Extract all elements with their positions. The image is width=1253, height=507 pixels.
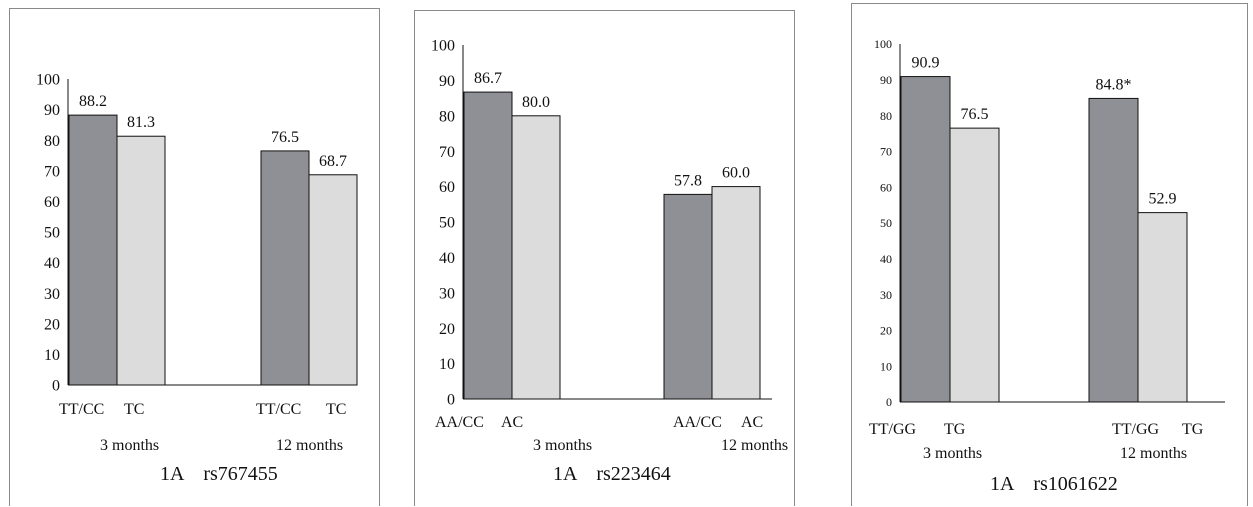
bar-tt-gg-3-months xyxy=(900,76,951,403)
y-tick-label: 80 xyxy=(880,109,892,123)
data-label: 60.0 xyxy=(722,165,750,182)
y-tick-label: 10 xyxy=(44,347,60,364)
y-tick-label: 60 xyxy=(880,180,892,194)
bar-tg-3-months xyxy=(949,127,1000,403)
chart-caption: 1A rs1061622 xyxy=(990,473,1118,495)
x-tick-label: TT/GG xyxy=(1112,421,1160,438)
y-tick-label: 0 xyxy=(52,378,60,395)
y-tick-label: 40 xyxy=(880,252,892,266)
x-tick-label: TC xyxy=(326,401,346,418)
x-tick-label: AC xyxy=(741,414,763,431)
y-tick-label: 80 xyxy=(439,108,455,125)
category-label: 12 months xyxy=(276,437,343,454)
x-tick-label: TG xyxy=(1182,421,1204,438)
y-tick-label: 70 xyxy=(439,144,455,161)
y-tick-label: 50 xyxy=(439,215,455,232)
chart-panel-rs223464: 0 10 20 30 40 50 60 70 80 90 100 86.7 80.0 57.8 60.0 AA… xyxy=(414,10,795,506)
data-label: 76.5 xyxy=(961,106,989,123)
x-tick-label: AC xyxy=(501,414,523,431)
bar-aa-cc-3-months xyxy=(463,91,513,400)
data-label: 86.7 xyxy=(474,70,502,87)
x-tick-label: AA/CC xyxy=(673,414,722,431)
bar-ac-3-months xyxy=(511,115,561,400)
y-tick-label: 0 xyxy=(447,392,455,409)
x-tick-label: TC xyxy=(124,401,144,418)
bar-chart-rs1061622: 0 10 20 30 40 50 60 70 80 90 100 90.9 76.5 84.8* 52.9 T… xyxy=(869,37,1225,495)
y-tick-label: 100 xyxy=(36,72,60,89)
data-label: 84.8* xyxy=(1096,76,1132,93)
y-tick-label: 10 xyxy=(439,356,455,373)
data-label: 76.5 xyxy=(271,129,299,146)
y-tick-label: 40 xyxy=(44,255,60,272)
bar-ac-12-months xyxy=(711,186,761,400)
bar-chart-rs223464: 0 10 20 30 40 50 60 70 80 90 100 86.7 80.0 57.8 60.0 AA… xyxy=(431,38,788,485)
chart-panel-rs1061622: 0 10 20 30 40 50 60 70 80 90 100 90.9 76.5 84.8* 52.9 T… xyxy=(851,3,1248,506)
y-tick-label: 90 xyxy=(439,73,455,90)
y-tick-label: 100 xyxy=(874,37,892,51)
data-label: 90.9 xyxy=(912,55,940,72)
bar-tc-3-months xyxy=(116,135,166,386)
y-tick-label: 10 xyxy=(880,359,892,373)
y-tick-label: 70 xyxy=(880,145,892,159)
data-label: 57.8 xyxy=(674,172,702,189)
y-tick-label: 30 xyxy=(439,285,455,302)
category-label: 12 months xyxy=(721,437,788,454)
y-tick-label: 90 xyxy=(880,73,892,87)
chart-caption: 1A rs767455 xyxy=(160,463,278,485)
y-tick-label: 20 xyxy=(439,321,455,338)
category-label: 3 months xyxy=(923,445,982,462)
data-label: 52.9 xyxy=(1149,191,1177,208)
bar-tt-cc-12-months xyxy=(260,150,310,386)
y-tick-label: 20 xyxy=(44,316,60,333)
category-label: 3 months xyxy=(100,437,159,454)
x-tick-label: TG xyxy=(944,421,966,438)
data-label: 88.2 xyxy=(79,93,107,110)
y-tick-label: 0 xyxy=(886,395,892,409)
y-tick-label: 50 xyxy=(44,225,60,242)
y-tick-label: 40 xyxy=(439,250,455,267)
y-tick-label: 60 xyxy=(439,179,455,196)
y-tick-label: 50 xyxy=(880,216,892,230)
x-tick-label: TT/CC xyxy=(59,401,104,418)
category-label: 3 months xyxy=(533,437,592,454)
data-label: 80.0 xyxy=(522,94,550,111)
bar-tg-12-months xyxy=(1137,212,1188,403)
y-tick-label: 80 xyxy=(44,133,60,150)
y-tick-label: 30 xyxy=(44,286,60,303)
y-tick-label: 90 xyxy=(44,102,60,119)
x-tick-label: TT/CC xyxy=(256,401,301,418)
data-label: 68.7 xyxy=(319,153,347,170)
y-tick-label: 70 xyxy=(44,163,60,180)
data-label: 81.3 xyxy=(127,114,155,131)
chart-caption: 1A rs223464 xyxy=(553,463,671,485)
bar-tc-12-months xyxy=(308,174,358,386)
category-label: 12 months xyxy=(1120,445,1187,462)
y-tick-label: 30 xyxy=(880,288,892,302)
bar-tt-gg-12-months xyxy=(1088,97,1139,403)
bar-chart-rs767455: 0 10 20 30 40 50 60 70 80 90 100 88.2 81.3 76.5 68.7 TT… xyxy=(36,72,358,485)
bar-tt-cc-3-months xyxy=(68,114,118,386)
y-tick-label: 60 xyxy=(44,194,60,211)
x-tick-label: TT/GG xyxy=(869,421,917,438)
bar-aa-cc-12-months xyxy=(663,193,713,400)
y-tick-label: 20 xyxy=(880,324,892,338)
chart-panel-rs767455: 0 10 20 30 40 50 60 70 80 90 100 88.2 81.3 76.5 68.7 TT… xyxy=(9,8,380,506)
x-tick-label: AA/CC xyxy=(435,414,484,431)
y-tick-label: 100 xyxy=(431,38,455,55)
